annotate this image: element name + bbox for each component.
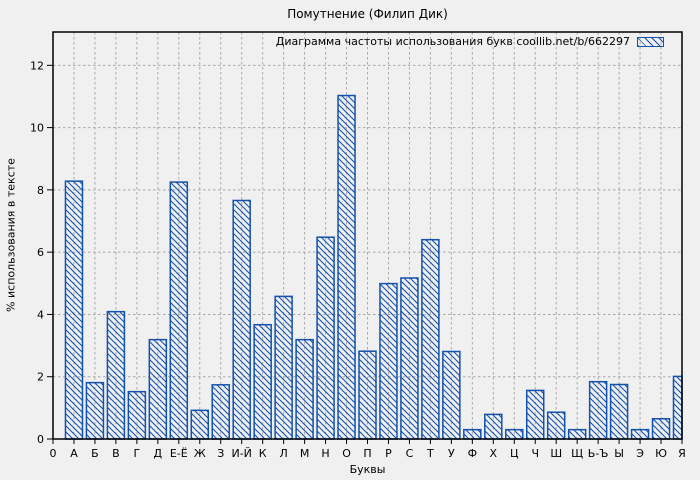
x-tick-label: С [406,447,414,460]
legend-label: Диаграмма частоты использования букв coo… [275,35,630,48]
bar-Я [672,375,683,440]
x-tick-label: Ш [550,447,562,460]
bar-Г [127,390,147,440]
bar-З [211,384,230,440]
bar-Н [316,236,335,440]
bar-А [64,180,84,440]
y-tick-label: 12 [30,59,44,72]
y-tick-labels: 0 2 4 6 8 10 12 [30,59,44,446]
bars [64,94,683,440]
y-tick-label: 10 [30,122,44,135]
x-tick-label: Д [154,447,163,460]
x-tick-label: Т [426,447,434,460]
x-tick-label: Ф [468,447,477,460]
bar-С [400,277,419,440]
bar-М [295,338,314,440]
bar-Л [274,295,293,440]
x-tick-label: Г [134,447,141,460]
bar-Т [421,238,440,440]
bar-Э [630,428,650,440]
y-tick-label: 0 [37,433,44,446]
x-tick-label: Е-Ё [170,447,188,460]
x-tick-label: Ц [510,447,519,460]
bar-Е-Ё [169,181,189,440]
x-tick-labels: 0 А Б В Г Д Е-Ё Ж З И-Й К Л М Н О П Р С Т У Ф Х Ц Ч Ш Щ Ь-Ъ Ы Э Ю Я [50,447,686,460]
bar-К [253,323,272,440]
x-tick-label: Ж [194,447,206,460]
legend: Диаграмма частоты использования букв coo… [276,35,664,49]
chart-title: Помутнение (Филип Дик) [287,7,448,21]
x-tick-label: Я [678,447,686,460]
x-tick-label: Щ [571,447,583,460]
x-tick-label: М [300,447,310,460]
y-tick-label: 4 [37,308,44,321]
x-tick-label: Ь-Ъ [588,447,609,460]
bar-Б [85,381,105,440]
bar-Ы [609,383,629,440]
bar-Ц [505,428,524,440]
x-tick-label: И-Й [231,447,251,460]
legend-key-swatch [637,37,664,47]
x-tick-label: Х [490,447,498,460]
bar-Ь-Ъ [588,380,608,440]
x-tick-label-origin: 0 [50,447,57,460]
x-tick-label: Э [636,447,644,460]
x-tick-label: К [259,447,267,460]
x-tick-label: Р [385,447,392,460]
bar-Ж [190,409,210,440]
bar-Р [379,282,398,440]
bar-В [106,310,126,440]
x-tick-label: П [363,447,371,460]
axis-ticks [47,64,683,444]
x-tick-label: Н [321,447,329,460]
bar-Х [484,413,503,440]
x-tick-label: А [70,447,78,460]
bar-П [358,350,377,440]
x-tick-label: О [342,447,351,460]
bar-Ф [463,428,482,440]
bar-Ч [525,389,545,440]
bar-Ю [651,418,671,440]
x-tick-label: Л [279,447,287,460]
y-tick-label: 8 [37,184,44,197]
x-axis-label: Буквы [349,463,386,476]
bar-И-Й [232,199,251,440]
x-tick-label: Ч [531,447,539,460]
bar-О [337,94,356,440]
x-tick-label: В [112,447,120,460]
bar-Щ [567,428,587,440]
y-tick-label: 2 [37,371,44,384]
y-tick-label: 6 [37,246,44,259]
bar-Ш [546,411,566,440]
bar-Д [148,338,168,440]
x-tick-label: Ы [614,447,624,460]
x-tick-label: З [217,447,224,460]
x-tick-label: У [448,447,455,460]
x-tick-label: Б [91,447,99,460]
x-tick-label: Ю [655,447,667,460]
bar-У [442,350,461,440]
